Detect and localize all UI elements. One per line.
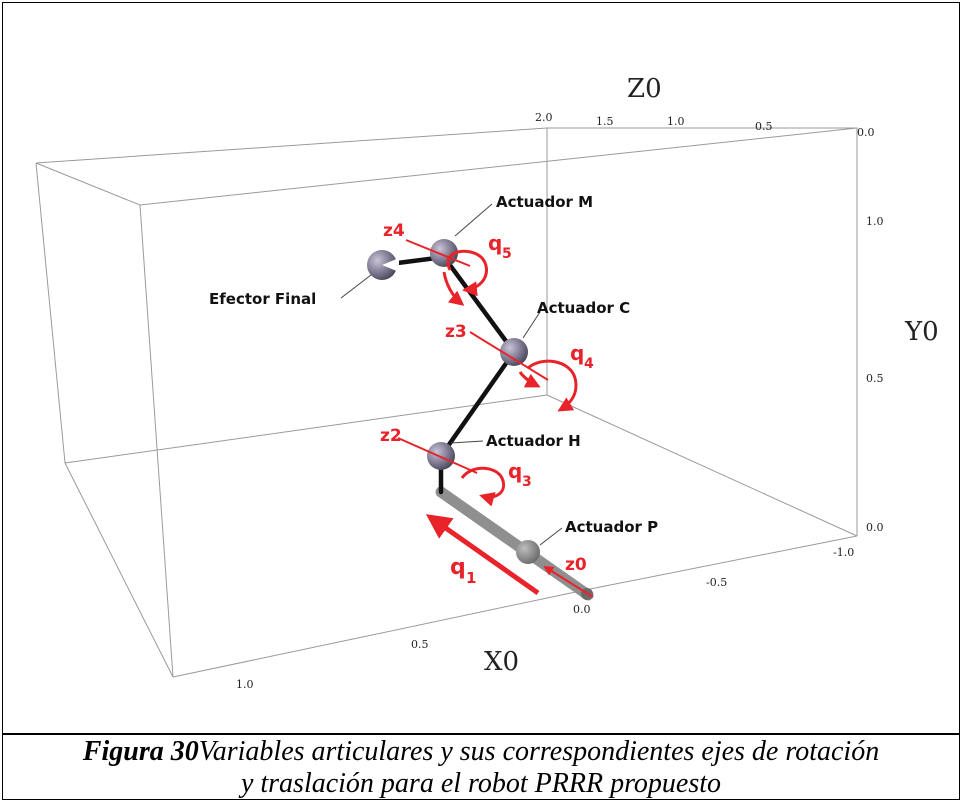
rotation-arrows (442, 249, 578, 507)
callout-leaders (340, 203, 563, 546)
z-tick: 0.0 (857, 126, 875, 139)
joint-axes (397, 239, 594, 598)
actuador-p-joint (516, 540, 540, 564)
actuador-m-joint (430, 239, 458, 267)
svg-text:5: 5 (502, 246, 512, 262)
caption-text-1: Variables articulares y sus correspondie… (198, 736, 880, 767)
figure-number: Figura 30 (82, 736, 199, 767)
svg-text:4: 4 (584, 356, 594, 372)
label-actuador-p: Actuador P (565, 518, 658, 536)
q1-arrow (425, 514, 540, 596)
caption-line-1: Figura 30Variables articulares y sus cor… (4, 736, 958, 768)
robot-3d-plot: 2.0 1.5 1.0 0.5 0.0 1.0 0.5 0.0 -1.0 -0.… (35, 74, 939, 691)
label-actuador-h: Actuador H (486, 432, 581, 450)
label-q3: q 3 (508, 459, 532, 490)
svg-text:q: q (450, 555, 466, 580)
svg-text:3: 3 (522, 474, 532, 490)
side-tick: -1.0 (833, 546, 854, 559)
z-tick: 1.5 (596, 115, 614, 128)
y-axis-ticks: 1.0 0.5 0.0 (866, 215, 884, 534)
side-tick: 0.0 (573, 603, 591, 616)
z-tick: 1.0 (667, 115, 685, 128)
x-tick: 0.5 (411, 638, 429, 651)
label-z3: z3 (445, 322, 467, 342)
svg-text:q: q (508, 459, 522, 483)
y-tick: 0.0 (866, 521, 884, 534)
caption-divider (2, 733, 960, 735)
label-actuador-c: Actuador C (537, 299, 630, 317)
svg-text:1: 1 (466, 569, 476, 587)
y-axis-title: Y0 (904, 317, 939, 347)
y-tick: 0.5 (866, 372, 884, 385)
z-tick: 2.0 (535, 111, 553, 124)
x-axis-title: X0 (484, 647, 519, 677)
z-axis-ticks: 2.0 1.5 1.0 0.5 0.0 (535, 111, 875, 139)
label-q1: q 1 (450, 555, 476, 587)
actuador-c-joint (500, 338, 528, 366)
caption-line-2: y traslación para el robot PRRR propuest… (240, 768, 722, 799)
label-q5: q 5 (488, 231, 512, 262)
efector-final-gripper (367, 250, 399, 280)
label-efector-final: Efector Final (209, 290, 316, 308)
label-z2: z2 (380, 426, 402, 446)
x-axis-ticks: 0.5 1.0 (236, 638, 429, 691)
side-tick: -0.5 (706, 576, 727, 589)
z-axis-title: Z0 (627, 74, 662, 104)
svg-text:q: q (570, 341, 584, 365)
side-axis-ticks: -1.0 -0.5 0.0 (573, 546, 854, 616)
y-tick: 1.0 (866, 215, 884, 228)
label-z0: z0 (565, 555, 587, 575)
label-z4: z4 (383, 221, 405, 241)
plot-box (35, 127, 858, 678)
figure-caption: Figura 30Variables articulares y sus cor… (4, 736, 958, 800)
svg-text:q: q (488, 231, 502, 255)
label-q4: q 4 (570, 341, 594, 372)
label-actuador-m: Actuador M (496, 193, 593, 211)
z-tick: 0.5 (755, 120, 773, 133)
x-tick: 1.0 (236, 678, 254, 691)
